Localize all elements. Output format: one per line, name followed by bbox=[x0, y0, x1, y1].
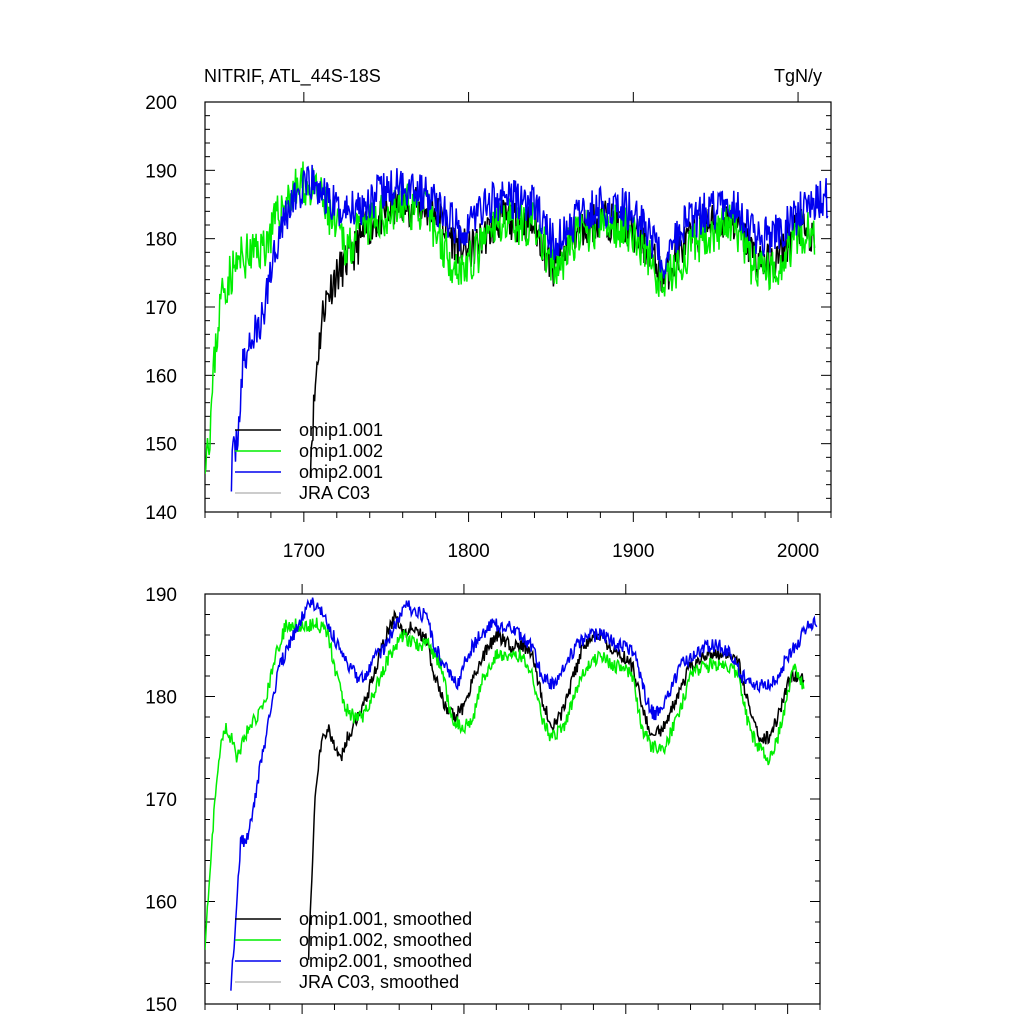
y-tick-label: 160 bbox=[145, 893, 177, 914]
legend-label: JRA C03, smoothed bbox=[299, 972, 459, 992]
legend-label: omip1.001 bbox=[299, 420, 383, 440]
series-line-omip2-001 bbox=[230, 164, 829, 492]
y-tick-label: 180 bbox=[145, 688, 177, 709]
series-line-omip1-002-smoothed bbox=[205, 617, 805, 950]
legend-label: omip1.002, smoothed bbox=[299, 930, 472, 950]
chart-units: TgN/y bbox=[774, 66, 822, 86]
y-tick-label: 180 bbox=[145, 230, 177, 251]
y-tick-label: 160 bbox=[145, 366, 177, 387]
y-tick-label: 190 bbox=[145, 585, 177, 606]
y-tick-label: 150 bbox=[145, 995, 177, 1016]
legend-label: JRA C03 bbox=[299, 483, 370, 503]
legend-label: omip2.001 bbox=[299, 462, 383, 482]
series-line-omip1-001-smoothed bbox=[307, 609, 805, 960]
x-tick-label: 1800 bbox=[447, 541, 489, 562]
x-tick-label: 2000 bbox=[777, 541, 819, 562]
y-tick-label: 190 bbox=[145, 161, 177, 182]
y-tick-label: 170 bbox=[145, 790, 177, 811]
series-line-omip2-001-smoothed bbox=[230, 597, 818, 991]
legend-label: omip1.002 bbox=[299, 441, 383, 461]
legend-label: omip2.001, smoothed bbox=[299, 951, 472, 971]
y-tick-label: 140 bbox=[145, 503, 177, 524]
x-tick-label: 1900 bbox=[612, 541, 654, 562]
bottom-panel: 150 160 170 180 190 omip1.001, smoothedomip1.… bbox=[145, 584, 821, 1016]
chart-title: NITRIF, ATL_44S-18S bbox=[204, 66, 381, 87]
y-tick-label: 200 bbox=[145, 93, 177, 114]
x-tick-label: 1700 bbox=[283, 541, 325, 562]
legend-label: omip1.001, smoothed bbox=[299, 909, 472, 929]
y-tick-label: 170 bbox=[145, 298, 177, 319]
top-panel: 140 150 160 170 180 190 200 1700 1800 1900 2000 omi… bbox=[145, 92, 832, 562]
y-tick-label: 150 bbox=[145, 435, 177, 456]
